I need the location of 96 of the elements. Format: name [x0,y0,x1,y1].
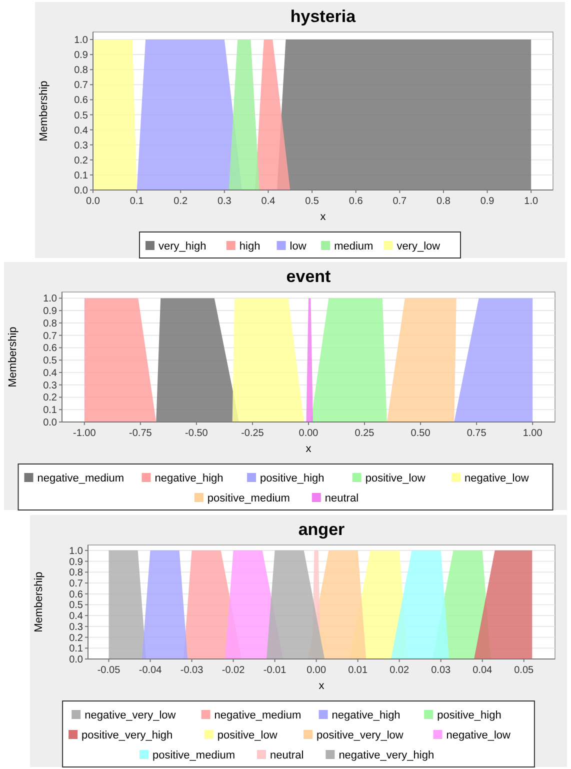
legend-label: neutral [324,492,359,504]
y-tick-label: 0.4 [69,611,84,622]
x-tick-label: 0.50 [410,428,431,439]
legend-label: low [290,240,306,252]
y-tick-label: 0.0 [43,418,58,428]
y-tick-label: 0.3 [43,380,58,392]
legend-label: neutral [270,750,304,762]
legend-label: negative_low [464,472,529,484]
y-tick-label: 0.4 [43,368,58,379]
y-tick-label: 0.9 [74,50,88,62]
x-tick-label: 0.05 [514,665,534,676]
x-axis-title: x [320,211,326,223]
y-tick-label: 0.9 [69,556,84,568]
x-tick-label: -0.04 [138,665,162,676]
y-axis-title: Membership [7,326,19,388]
y-tick-label: 0.9 [43,306,58,318]
x-tick-label: 0.9 [480,196,495,207]
y-axis-title: Membership [33,572,45,632]
y-tick-label: 0.6 [74,95,88,106]
y-tick-label: 0.4 [74,125,88,136]
y-tick-label: 0.6 [69,589,84,600]
legend-label: positive_medium [152,750,236,762]
legend-label: negative_very_low [84,710,176,722]
y-tick-label: 0.5 [43,356,58,367]
y-tick-label: 0.7 [43,330,58,342]
x-tick-label: 0.4 [261,196,276,207]
legend-label: negative_very_high [338,750,434,762]
legend-label: very_low [396,240,440,252]
legend-label: high [239,240,260,252]
y-tick-label: 1.0 [69,546,84,557]
legend-label: positive_low [217,730,278,742]
chart-title: hysteria [290,7,356,26]
legend-label: negative_medium [37,472,124,484]
x-tick-label: 0.8 [436,196,451,207]
x-tick-label: 0.02 [390,665,410,676]
x-tick-label: 0.6 [348,196,364,207]
chart-title: event [286,267,332,286]
x-tick-label: 1.00 [522,428,543,439]
legend-label: positive_high [437,710,502,722]
x-tick-label: -0.25 [241,428,264,439]
y-tick-label: 0.6 [43,343,58,354]
legend-label: positive_high [260,472,324,484]
legend-label: negative_high [154,472,224,484]
y-tick-label: 0.2 [43,392,58,404]
y-tick-label: 0.8 [69,568,84,579]
x-tick-label: -0.05 [97,665,121,676]
y-tick-label: 0.8 [74,65,88,76]
y-tick-label: 0.5 [69,600,84,612]
x-tick-label: 0.1 [130,196,144,207]
y-tick-label: 0.5 [74,110,88,122]
x-tick-label: 0.03 [431,665,452,676]
x-tick-label: 0.00 [306,665,326,676]
legend-label: positive_very_high [82,730,173,742]
legend-label: positive_low [365,472,426,484]
x-tick-label: 0.3 [217,196,232,207]
y-tick-label: 0.7 [69,578,84,590]
y-tick-label: 0.0 [69,654,84,666]
x-tick-label: -0.75 [129,428,152,439]
x-tick-label: -0.01 [263,665,287,676]
x-tick-label: 0.75 [466,428,487,439]
x-axis-title: x [306,443,312,455]
x-axis-title: x [318,680,325,692]
legend-label: positive_very_low [316,730,404,742]
x-tick-label: 0.00 [298,428,319,439]
y-tick-label: 0.8 [43,318,58,330]
y-tick-label: 0.7 [74,80,88,92]
x-tick-label: 0.04 [472,665,493,676]
legend-label: very_high [158,240,206,252]
x-tick-label: -0.02 [222,665,246,676]
y-tick-label: 0.1 [74,170,88,182]
x-tick-label: -0.50 [185,428,208,439]
x-tick-label: 0.2 [174,196,188,207]
y-tick-label: 0.1 [43,405,58,416]
x-tick-label: 1.0 [524,196,538,207]
x-tick-label: 0.0 [86,196,100,207]
y-tick-label: 0.1 [69,644,84,655]
y-tick-label: 0.2 [69,632,84,644]
y-tick-label: 1.0 [74,35,88,46]
y-tick-label: 0.3 [74,140,88,152]
legend-label: negative_low [446,730,511,742]
y-tick-label: 0.2 [74,155,88,166]
y-tick-label: 0.3 [69,622,84,633]
legend-label: negative_high [332,710,400,722]
x-tick-label: 0.01 [348,665,368,676]
legend-label: negative_medium [214,710,302,722]
legend-label: medium [334,240,374,252]
y-tick-label: 1.0 [43,294,58,305]
x-tick-label: -1.00 [73,428,96,439]
x-tick-label: 0.25 [354,428,375,439]
x-tick-label: -0.03 [180,665,204,676]
legend-label: positive_medium [207,492,290,504]
y-axis-title: Membership [38,80,50,142]
y-tick-label: 0.0 [74,186,88,196]
x-tick-label: 0.5 [305,196,320,207]
chart-title: anger [298,520,346,539]
x-tick-label: 0.7 [392,196,408,207]
